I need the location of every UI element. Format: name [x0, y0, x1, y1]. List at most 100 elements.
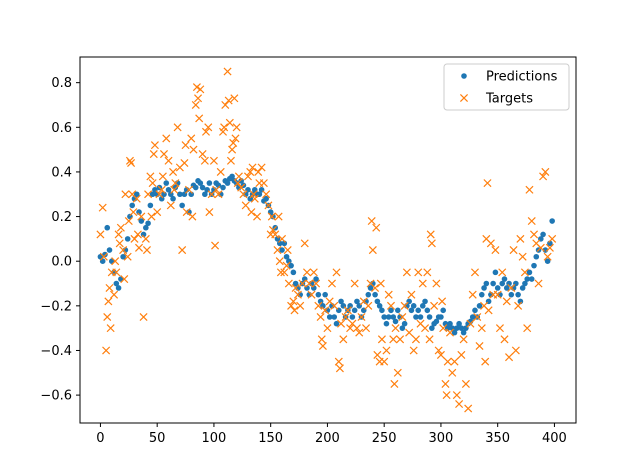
prediction-point: [113, 280, 120, 287]
prediction-point: [499, 280, 506, 287]
target-point: [372, 223, 381, 232]
prediction-point: [149, 191, 156, 198]
target-point: [205, 208, 214, 217]
target-point: [282, 261, 291, 270]
target-point: [441, 379, 450, 388]
target-point: [195, 114, 204, 123]
target-point: [230, 94, 239, 103]
target-point: [129, 208, 138, 217]
target-point: [373, 350, 382, 359]
target-point: [491, 246, 500, 255]
prediction-point: [331, 314, 338, 320]
x-tick-label: 100: [202, 431, 227, 446]
prediction-point: [354, 298, 360, 305]
prediction-point: [401, 320, 408, 327]
target-point: [318, 341, 327, 351]
target-point: [534, 279, 543, 288]
prediction-point: [349, 314, 356, 320]
prediction-point: [168, 191, 174, 198]
prediction-point: [524, 276, 530, 282]
target-point: [239, 190, 248, 199]
y-tick-label: 0.4: [51, 165, 72, 180]
target-point: [298, 279, 307, 288]
target-point: [115, 239, 124, 248]
target-point: [137, 212, 146, 221]
target-point: [498, 268, 507, 277]
target-point: [191, 100, 200, 110]
y-tick-label: −0.4: [40, 344, 72, 359]
target-point: [459, 335, 468, 344]
target-point: [96, 230, 105, 239]
prediction-point: [417, 314, 424, 320]
prediction-point: [433, 318, 440, 325]
target-point: [120, 275, 129, 284]
prediction-point: [531, 262, 537, 269]
x-tick-label: 50: [149, 431, 166, 446]
target-point: [511, 346, 520, 355]
prediction-point: [501, 276, 508, 282]
prediction-point: [454, 325, 460, 331]
target-point: [275, 257, 284, 266]
target-point: [389, 335, 398, 344]
target-point: [371, 283, 380, 293]
prediction-point: [422, 298, 428, 305]
prediction-point: [492, 269, 499, 276]
target-point: [323, 324, 332, 333]
y-tick-label: 0.8: [51, 76, 72, 91]
target-point: [527, 217, 536, 226]
target-point: [153, 208, 162, 217]
target-point: [243, 172, 253, 181]
target-point: [495, 324, 504, 333]
target-point: [166, 201, 175, 210]
target-point: [283, 246, 292, 255]
x-tick-label: 0: [96, 431, 104, 446]
target-point: [341, 312, 350, 322]
prediction-point: [376, 303, 383, 309]
prediction-point: [533, 253, 540, 260]
target-point: [466, 319, 475, 328]
target-point: [146, 172, 155, 181]
target-point: [364, 301, 373, 310]
target-point: [339, 335, 348, 344]
target-point: [486, 239, 495, 248]
target-point: [196, 85, 205, 94]
target-point: [393, 368, 402, 377]
prediction-point: [460, 329, 467, 336]
target-point: [221, 100, 230, 110]
target-point: [545, 243, 554, 252]
target-point: [223, 67, 232, 76]
prediction-point: [365, 291, 372, 298]
prediction-point: [426, 314, 433, 320]
target-point: [314, 301, 323, 310]
target-point: [445, 328, 455, 337]
target-point: [376, 279, 385, 288]
target-point: [133, 230, 142, 239]
target-point: [330, 301, 339, 310]
target-point: [450, 357, 459, 366]
target-point: [112, 268, 121, 277]
target-point: [382, 346, 391, 355]
target-point: [289, 297, 298, 306]
target-point: [443, 357, 452, 366]
legend-marker-targets: [459, 93, 469, 103]
target-point: [194, 94, 203, 103]
target-point: [271, 230, 280, 239]
target-point: [171, 179, 180, 188]
prediction-point: [429, 325, 435, 331]
target-point: [150, 141, 159, 150]
target-point: [200, 156, 209, 165]
target-point: [455, 400, 464, 409]
prediction-point: [270, 213, 276, 220]
target-point: [229, 138, 238, 147]
y-tick-label: 0.2: [51, 210, 72, 225]
target-point: [198, 150, 207, 159]
target-point: [111, 257, 120, 266]
target-point: [509, 246, 518, 255]
y-tick-label: −0.2: [40, 299, 72, 314]
prediction-point: [374, 298, 381, 305]
prediction-point: [120, 253, 126, 260]
target-point: [216, 167, 225, 176]
target-point: [106, 324, 115, 333]
target-point: [234, 172, 243, 181]
target-point: [337, 319, 346, 328]
